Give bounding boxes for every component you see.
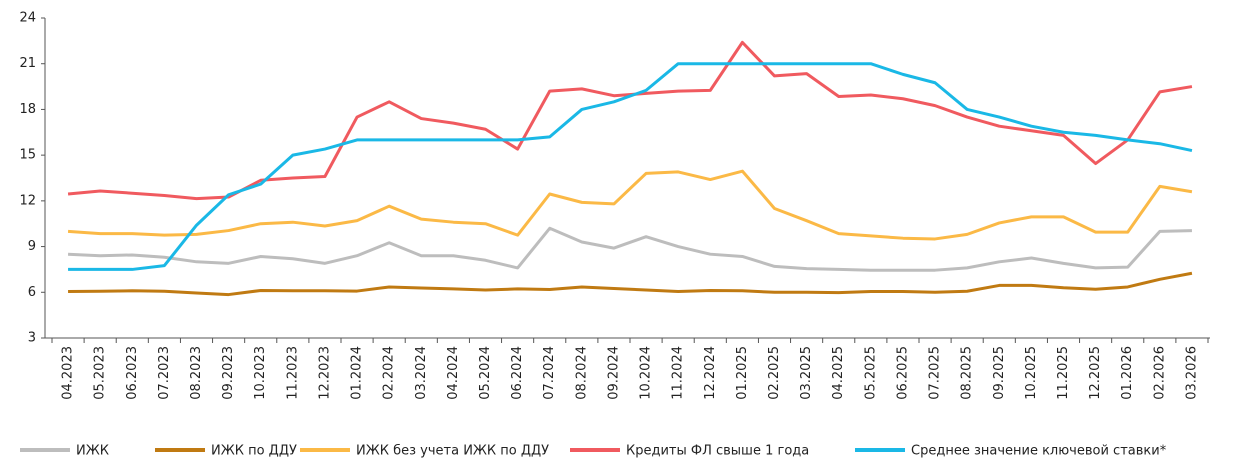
x-tick-label: 11.2023: [285, 346, 300, 400]
x-tick-label: 01.2025: [735, 346, 750, 400]
x-tick-label: 05.2025: [863, 346, 878, 400]
x-tick-label: 05.2023: [93, 346, 108, 400]
x-tick-label: 12.2024: [703, 346, 718, 400]
x-tick-label: 04.2024: [446, 346, 461, 400]
x-tick-label: 11.2025: [1056, 346, 1071, 400]
line-series: [68, 271, 1193, 297]
y-tick-label: 18: [19, 102, 36, 117]
x-tick-label: 06.2024: [510, 346, 525, 400]
line-series: [68, 62, 1193, 271]
y-tick-label: 6: [28, 285, 36, 300]
x-tick-label: 01.2026: [1120, 346, 1135, 400]
legend-label: Среднее значение ключевой ставки*: [911, 444, 1167, 459]
x-tick-label: 03.2026: [1184, 346, 1199, 400]
x-tick-label: 04.2023: [61, 346, 76, 400]
x-tick-label: 07.2025: [928, 346, 943, 400]
legend-label: ИЖК: [76, 444, 109, 459]
y-tick-label: 15: [19, 148, 36, 163]
x-tick-label: 07.2023: [157, 346, 172, 400]
x-tick-label: 02.2025: [767, 346, 782, 400]
x-tick-label: 09.2024: [606, 346, 621, 400]
line-series: [67, 40, 1193, 201]
x-tick-label: 08.2024: [574, 346, 589, 400]
line-series: [67, 169, 1193, 241]
y-tick-label: 3: [28, 331, 36, 346]
x-tick-label: 07.2024: [542, 346, 557, 400]
x-tick-label: 10.2023: [253, 346, 268, 400]
legend-label: ИЖК без учета ИЖК по ДДУ: [356, 444, 549, 459]
legend-label: ИЖК по ДДУ: [211, 444, 297, 459]
x-tick-label: 02.2026: [1152, 346, 1167, 400]
x-tick-label: 10.2025: [1024, 346, 1039, 400]
x-tick-label: 12.2025: [1088, 346, 1103, 400]
x-tick-label: 03.2025: [799, 346, 814, 400]
x-tick-label: 12.2023: [317, 346, 332, 400]
x-tick-label: 09.2023: [221, 346, 236, 400]
x-tick-label: 03.2024: [414, 346, 429, 400]
x-tick-label: 10.2024: [639, 346, 654, 400]
x-tick-label: 08.2023: [189, 346, 204, 400]
y-tick-label: 21: [19, 56, 36, 71]
x-tick-label: 04.2025: [831, 346, 846, 400]
x-tick-label: 06.2023: [125, 346, 140, 400]
x-tick-label: 05.2024: [478, 346, 493, 400]
x-tick-label: 01.2024: [350, 346, 365, 400]
x-tick-label: 02.2024: [382, 346, 397, 400]
x-tick-label: 08.2025: [960, 346, 975, 400]
x-tick-label: 06.2025: [895, 346, 910, 400]
x-tick-label: 11.2024: [671, 346, 686, 400]
line-series: [67, 226, 1192, 272]
x-tick-label: 09.2025: [992, 346, 1007, 400]
y-tick-label: 12: [19, 193, 36, 208]
legend-label: Кредиты ФЛ свыше 1 года: [626, 444, 809, 459]
y-tick-label: 24: [19, 11, 36, 26]
y-tick-label: 9: [28, 239, 36, 254]
